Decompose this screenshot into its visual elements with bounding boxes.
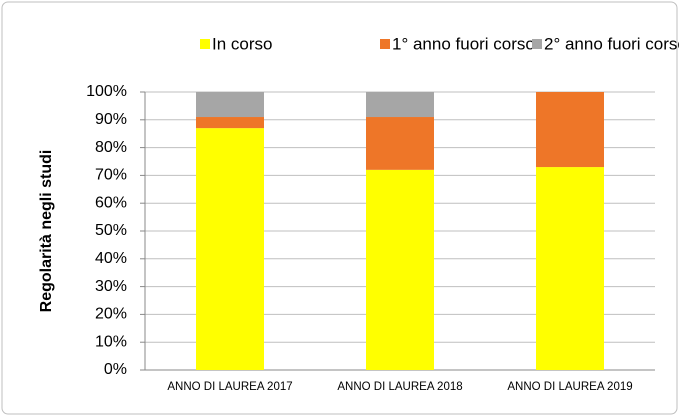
y-tick-label: 0%: [104, 361, 127, 378]
legend-label: 2° anno fuori corso: [544, 34, 679, 53]
legend-swatch: [532, 39, 542, 49]
x-tick-label: ANNO DI LAUREA 2018: [337, 381, 462, 393]
x-tick-label: ANNO DI LAUREA 2017: [167, 381, 292, 393]
bar-segment: [536, 92, 604, 168]
y-tick-label: 70%: [95, 167, 127, 184]
bar-segment: [536, 167, 604, 370]
legend-label: 1° anno fuori corso: [392, 34, 535, 53]
legend-swatch: [380, 39, 390, 49]
y-axis-title: Regolarità negli studi: [38, 150, 55, 313]
y-tick-label: 10%: [95, 333, 127, 350]
x-tick-label: ANNO DI LAUREA 2019: [507, 381, 632, 393]
y-tick-label: 80%: [95, 139, 127, 156]
bar-segment: [366, 92, 434, 118]
bar-segment: [196, 117, 264, 129]
legend-swatch: [200, 39, 210, 49]
y-tick-label: 60%: [95, 194, 127, 211]
bar-segment: [366, 169, 434, 370]
y-tick-label: 50%: [95, 222, 127, 239]
legend-label: In corso: [212, 34, 272, 53]
y-tick-label: 20%: [95, 306, 127, 323]
y-tick-label: 100%: [86, 83, 127, 100]
y-tick-label: 90%: [95, 111, 127, 128]
bar-segment: [196, 128, 264, 370]
y-tick-label: 30%: [95, 278, 127, 295]
bar-segment: [196, 92, 264, 118]
bar-segment: [366, 117, 434, 170]
y-tick-label: 40%: [95, 250, 127, 267]
